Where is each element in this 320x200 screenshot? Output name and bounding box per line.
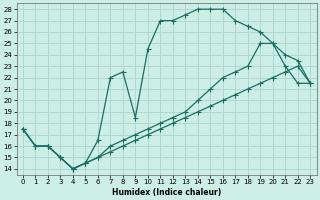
X-axis label: Humidex (Indice chaleur): Humidex (Indice chaleur): [112, 188, 221, 197]
